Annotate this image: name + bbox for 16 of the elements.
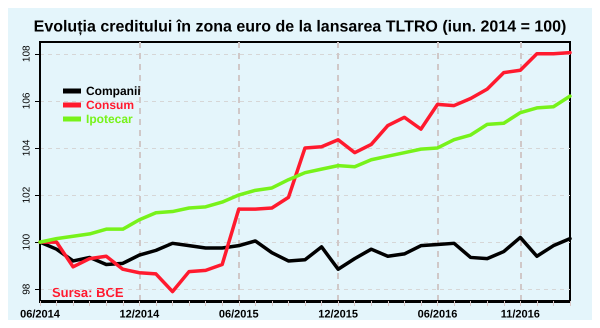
- y-tick-label: 106: [22, 92, 32, 110]
- y-tick-label: 102: [22, 186, 32, 204]
- legend-label: Consum: [86, 98, 134, 112]
- legend-label: Ipotecar: [86, 112, 134, 126]
- x-tick-label: 06/2015: [218, 308, 259, 320]
- y-tick-label: 98: [22, 283, 32, 295]
- y-tick-label: 108: [22, 44, 32, 62]
- legend-label: Companii: [86, 84, 141, 98]
- x-tick-label: 12/2014: [119, 308, 160, 320]
- x-tick-label: 06/2014: [20, 308, 61, 320]
- y-tick-label: 100: [22, 233, 32, 250]
- x-tick-label: 11/2016: [500, 308, 540, 320]
- chart-title: Evoluția creditului în zona euro de la lansarea TLTRO (iun. 2014 = 100): [34, 18, 566, 36]
- x-tick-label: 06/2016: [418, 308, 458, 320]
- x-tick-label: 12/2015: [318, 308, 358, 320]
- y-tick-label: 104: [22, 139, 32, 156]
